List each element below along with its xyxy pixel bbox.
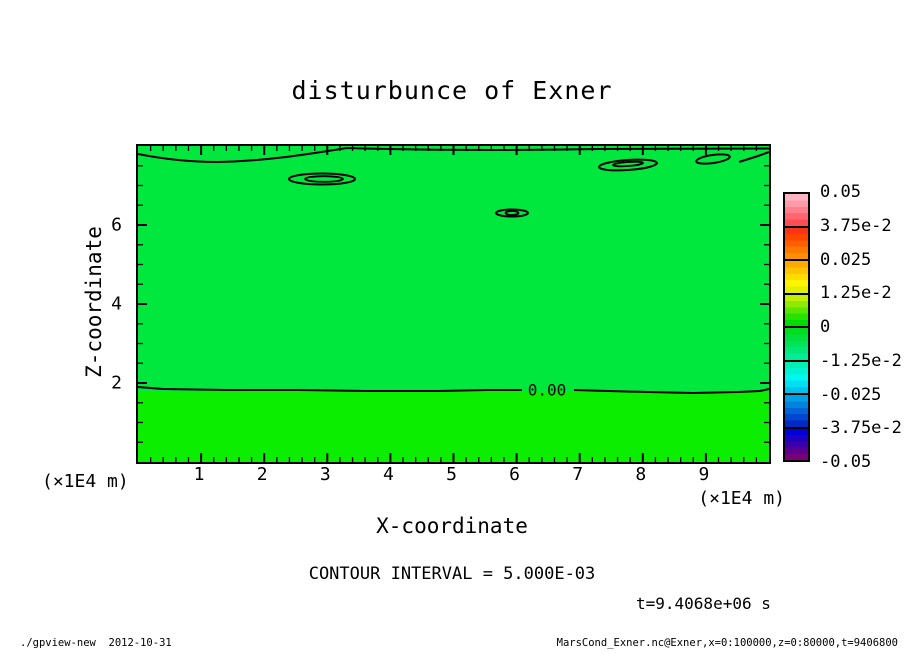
contour-plot-area: 0.00 bbox=[136, 144, 771, 464]
colorbar-tick-label: 1.25e-2 bbox=[820, 283, 892, 304]
colorbar-tick-label: 0.025 bbox=[820, 249, 872, 270]
closed-contour-d-outer bbox=[495, 208, 529, 218]
contour-plot-canvas bbox=[138, 146, 769, 462]
x-axis-title: X-coordinate bbox=[376, 514, 528, 538]
x-axis-tick-labels: 1 2 3 4 5 6 7 8 9 bbox=[136, 464, 767, 486]
colorbar-segment bbox=[785, 328, 808, 362]
colorbar-tick-label: 0 bbox=[820, 317, 831, 337]
footer-tool-version: ./gpview-new 2012-10-31 bbox=[20, 637, 172, 649]
colorbar-tick-labels: 0.05 3.75e-2 0.025 1.25e-2 0 -1.25e-2 -0… bbox=[820, 182, 904, 472]
y-tick-label: 2 bbox=[111, 372, 122, 394]
y-tick-label: 6 bbox=[111, 214, 122, 236]
colorbar-tick-label: 3.75e-2 bbox=[820, 215, 892, 236]
closed-contour-c bbox=[695, 153, 731, 165]
colorbar-segment bbox=[785, 395, 808, 429]
closed-contour-b-outer bbox=[598, 158, 658, 172]
x-tick-label: 1 bbox=[193, 464, 205, 485]
x-tick-label: 8 bbox=[635, 464, 647, 485]
axis-tick-marks bbox=[138, 146, 769, 462]
x-tick-label: 9 bbox=[698, 464, 710, 485]
closed-contour-a-outer bbox=[288, 172, 356, 186]
x-tick-label: 7 bbox=[572, 464, 584, 485]
colorbar-tick-label: -0.025 bbox=[820, 384, 882, 405]
colorbar-segment bbox=[785, 361, 808, 395]
x-tick-label: 5 bbox=[446, 464, 457, 485]
colorbar-tick-label: -0.05 bbox=[820, 452, 872, 472]
closed-contour-d-inner bbox=[504, 210, 520, 216]
field-region-lower bbox=[138, 391, 769, 462]
top-left-contour bbox=[138, 146, 769, 164]
x-tick-label: 4 bbox=[382, 464, 394, 485]
top-right-corner-contour bbox=[738, 151, 769, 163]
colorbar-tick-label: -1.25e-2 bbox=[820, 350, 902, 371]
x-tick-label: 2 bbox=[256, 464, 268, 485]
y-axis-tick-labels: 6 4 2 bbox=[70, 146, 122, 462]
time-annotation: t=9.4068e+06 s bbox=[636, 594, 771, 613]
contour-interval-text: CONTOUR INTERVAL = 5.000E-03 bbox=[308, 564, 596, 584]
plot-title: disturbunce of Exner bbox=[291, 76, 613, 105]
closed-contour-b-inner bbox=[612, 160, 644, 168]
colorbar-segment bbox=[785, 428, 808, 460]
colorbar-segment bbox=[785, 261, 808, 295]
zero-contour-line-left bbox=[138, 386, 522, 392]
colorbar-tick-label: -3.75e-2 bbox=[820, 418, 902, 439]
colorbar-segment bbox=[785, 227, 808, 261]
colorbar-segment bbox=[785, 194, 808, 228]
footer-data-source: MarsCond_Exner.nc@Exner,x=0:100000,z=0:8… bbox=[556, 637, 898, 649]
zero-contour-line-right bbox=[573, 388, 769, 395]
y-tick-label: 4 bbox=[111, 293, 122, 315]
zero-contour-label: 0.00 bbox=[527, 380, 567, 400]
closed-contour-a-inner bbox=[304, 175, 344, 183]
x-tick-label: 3 bbox=[319, 464, 331, 485]
field-region-upper bbox=[138, 146, 769, 391]
colorbar bbox=[783, 192, 810, 462]
colorbar-segment bbox=[785, 294, 808, 328]
y-axis-unit-label: (×1E4 m) bbox=[42, 471, 129, 492]
x-axis-unit-label: (×1E4 m) bbox=[698, 488, 785, 509]
colorbar-tick-label: 0.05 bbox=[820, 182, 861, 202]
x-tick-label: 6 bbox=[509, 464, 521, 485]
